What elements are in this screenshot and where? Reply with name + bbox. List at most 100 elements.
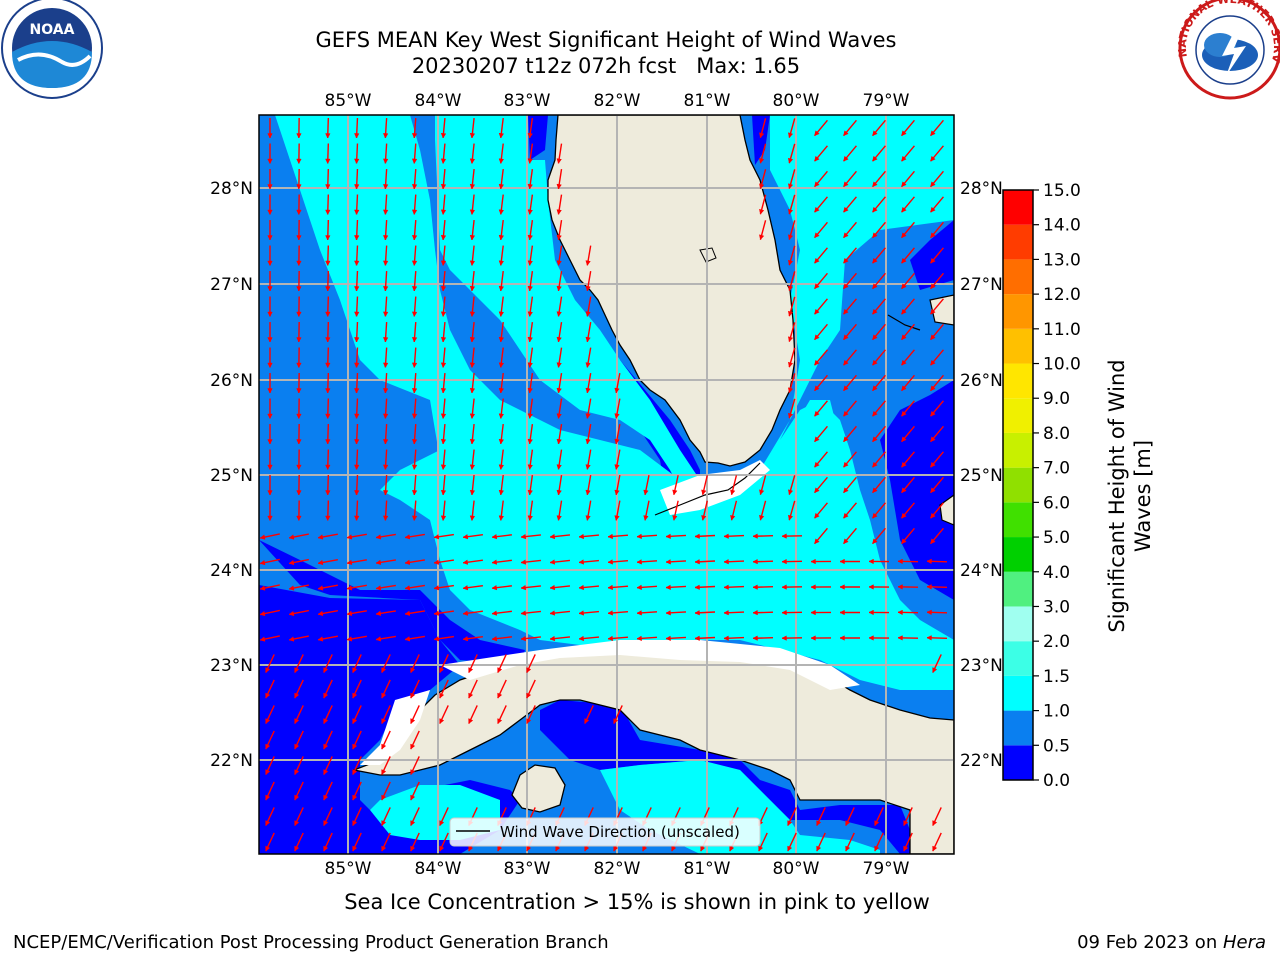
wind-arrow — [694, 635, 716, 641]
wind-arrow — [325, 347, 331, 369]
wind-arrow — [411, 117, 418, 139]
wind-arrow — [267, 449, 273, 471]
wind-arrow — [411, 245, 418, 267]
wind-arrow — [556, 220, 563, 241]
wind-arrow — [872, 451, 886, 468]
wind-arrow — [265, 756, 275, 776]
wind-arrow — [585, 347, 592, 368]
wind-arrow — [498, 296, 505, 317]
wind-arrow — [843, 221, 857, 239]
wind-arrow — [410, 679, 420, 699]
wind-arrow — [614, 475, 621, 496]
wind-arrow — [323, 781, 333, 801]
wind-arrow — [354, 143, 360, 165]
wind-arrow — [527, 500, 534, 521]
wind-arrow — [267, 372, 273, 394]
wind-arrow — [440, 423, 447, 445]
wind-arrow — [296, 194, 302, 216]
wind-arrow — [585, 424, 592, 445]
wind-arrow — [903, 807, 913, 827]
colorbar-segment — [1003, 606, 1033, 642]
wind-arrow — [701, 475, 708, 496]
wind-arrow — [469, 245, 476, 266]
wind-arrow — [752, 635, 774, 641]
wind-arrow — [672, 500, 679, 521]
wind-arrow — [556, 194, 563, 215]
wind-arrow — [930, 527, 944, 545]
wind-arrow — [665, 533, 687, 539]
wind-arrow — [901, 196, 915, 213]
wind-arrow — [607, 584, 629, 591]
wind-arrow — [872, 349, 886, 366]
wind-arrow — [781, 533, 803, 539]
wind-arrow — [694, 533, 716, 539]
wind-arrow — [259, 635, 280, 642]
wind-arrow — [267, 270, 273, 292]
noaa-logo: NOAA — [1, 0, 103, 99]
wind-arrow — [872, 145, 886, 162]
wind-arrow — [868, 558, 890, 565]
wind-arrow — [325, 117, 331, 139]
wind-arrow — [868, 635, 890, 641]
wind-arrow — [469, 500, 476, 521]
wind-arrow — [527, 270, 534, 292]
wind-arrow — [843, 272, 857, 290]
wind-arrow — [462, 610, 484, 616]
land-florida — [547, 115, 796, 467]
wind-arrow — [354, 219, 360, 241]
wind-arrow — [549, 610, 571, 616]
wind-arrow — [872, 221, 886, 239]
wind-arrow — [375, 610, 396, 616]
wind-arrow — [410, 781, 420, 801]
wind-arrow — [814, 349, 828, 366]
wind-arrow — [839, 584, 860, 590]
wind-arrow — [787, 118, 796, 139]
wind-arrow — [932, 807, 942, 827]
wind-arrow — [411, 449, 418, 471]
wind-arrow — [787, 807, 797, 827]
wind-arrow — [346, 533, 367, 540]
wind-arrow — [469, 449, 476, 470]
wind-arrow — [375, 635, 396, 642]
wind-arrow — [462, 635, 484, 642]
wind-arrow — [665, 584, 687, 590]
lon-tick-top: 85°W — [325, 91, 372, 111]
wind-arrow — [787, 475, 796, 496]
wind-arrow — [411, 372, 418, 394]
wind-arrow — [527, 219, 534, 241]
wind-arrow — [901, 502, 915, 519]
graticule — [259, 115, 954, 854]
wind-arrow — [440, 117, 447, 139]
wind-arrow — [267, 219, 273, 241]
colorbar-segment — [1003, 328, 1033, 364]
wind-arrow — [578, 533, 600, 540]
wind-arrow — [814, 425, 828, 443]
lat-tick-left: 24°N — [210, 561, 253, 581]
deep-region-northwest — [528, 115, 548, 160]
wind-arrow — [527, 143, 534, 164]
wind-arrow — [843, 145, 857, 162]
wind-arrow — [382, 398, 389, 420]
wind-arrow — [498, 423, 505, 445]
colorbar-segment — [1003, 432, 1033, 468]
wind-arrow — [352, 654, 362, 674]
wind-arrow — [897, 558, 919, 565]
wind-arrow — [469, 117, 476, 139]
wind-arrow — [930, 502, 944, 519]
colorbar-tick-label: 2.0 — [1043, 632, 1070, 652]
wind-arrow — [872, 170, 886, 188]
wind-arrow — [872, 502, 886, 519]
wind-arrow — [585, 322, 592, 343]
wind-arrow — [930, 119, 944, 137]
wind-arrow — [527, 245, 534, 266]
lon-tick-top: 80°W — [773, 91, 820, 111]
wind-arrow — [520, 635, 542, 642]
wind-arrow — [872, 196, 886, 213]
wind-arrow — [897, 584, 919, 590]
wind-arrow — [903, 832, 913, 852]
wind-arrow — [296, 168, 302, 190]
wind-arrow — [868, 584, 890, 590]
wind-arrow — [672, 475, 679, 496]
wind-arrow — [556, 322, 563, 343]
wind-arrow — [469, 219, 476, 241]
